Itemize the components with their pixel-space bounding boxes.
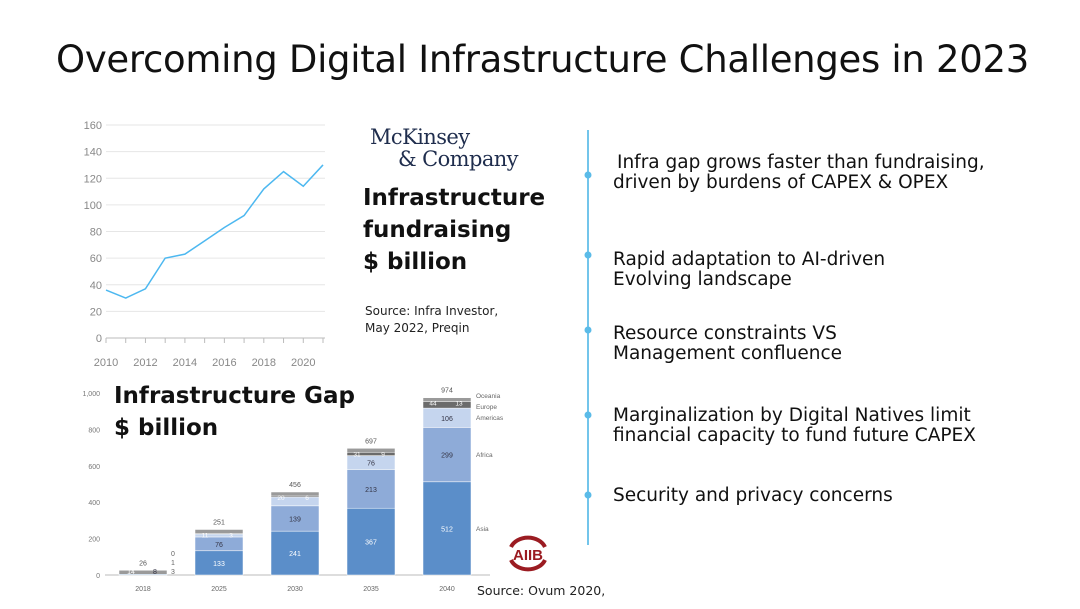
bar-value-label: 8: [153, 569, 157, 576]
mckinsey-logo: McKinsey & Company: [370, 125, 519, 171]
bar-segment-africa: [270, 505, 320, 532]
bar-value-label: 11: [202, 533, 209, 540]
bar-value-label: 6: [305, 495, 309, 502]
bar-value-label: 13: [455, 401, 463, 408]
gap-source: Source: Ovum 2020,: [477, 583, 606, 598]
bar-value-label: 3: [171, 569, 175, 576]
x-tick-label: 2035: [363, 586, 379, 593]
x-tick-label: 2018: [135, 586, 151, 593]
gap-heading: Infrastructure Gap $ billion: [114, 383, 356, 441]
bar-value-label: 512: [441, 526, 453, 533]
bar-segment-asia: [346, 507, 396, 576]
bar-total-label: 974: [441, 388, 453, 395]
x-tick-label: 2018: [252, 357, 276, 369]
legend-label: Europe: [476, 404, 497, 411]
legend-label: Americas: [476, 415, 504, 422]
fundraising-line: [105, 164, 324, 299]
bullet-item: Resource constraints VS Management conflu…: [613, 323, 843, 364]
bar-segment-asia: [194, 550, 244, 576]
y-tick-label: 120: [84, 173, 102, 185]
bar-segment-africa: [422, 427, 472, 483]
y-tick-label: 20: [90, 306, 102, 318]
bar-total-label: 456: [289, 482, 301, 489]
x-tick-label: 2025: [211, 586, 227, 593]
y-tick-label: 100: [84, 200, 102, 212]
y-tick-label: 60: [90, 253, 102, 265]
x-tick-label: 2020: [291, 357, 315, 369]
bar-value-label: 1: [171, 560, 175, 567]
bar-segment-oceania: [194, 529, 244, 534]
bar-segment-oceania: [270, 491, 320, 497]
x-tick-label: 2012: [133, 357, 157, 369]
y-tick-label: 160: [84, 120, 102, 132]
y-tick-label: 400: [88, 500, 100, 507]
legend-label: Oceania: [476, 393, 501, 400]
timeline-dot: [584, 491, 592, 499]
bar-value-label: 44: [429, 401, 437, 408]
timeline-dot: [584, 251, 592, 259]
bar-value-label: 241: [289, 551, 301, 558]
y-tick-label: 40: [90, 280, 102, 292]
x-tick-label: 2014: [173, 357, 197, 369]
y-tick-label: 0: [96, 573, 100, 580]
bar-segment-oceania: [346, 448, 396, 453]
bar-total-label: 697: [365, 438, 377, 445]
bar-value-label: 76: [215, 542, 223, 549]
bar-value-label: 139: [289, 516, 301, 523]
bar-value-label: 31: [353, 451, 361, 458]
x-tick-label: 2010: [94, 357, 118, 369]
y-tick-label: 600: [88, 464, 100, 471]
x-tick-label: 2030: [287, 586, 303, 593]
bar-value-label: 133: [213, 561, 225, 568]
x-tick-label: 2016: [212, 357, 236, 369]
y-tick-label: 200: [88, 537, 100, 544]
timeline-dot: [584, 411, 592, 419]
y-tick-label: 1,000: [82, 391, 100, 398]
bar-value-label: 299: [441, 453, 453, 460]
bar-segment-asia: [422, 481, 472, 576]
bar-segment-asia: [270, 530, 320, 576]
bar-value-label: 76: [367, 461, 375, 468]
bar-total-label: 251: [213, 520, 225, 527]
bar-segment-oceania: [118, 570, 168, 575]
y-tick-label: 80: [90, 227, 102, 239]
bar-segment-africa: [346, 469, 396, 509]
bar-total-label: 26: [139, 560, 147, 567]
bar-segment-oceania: [422, 397, 472, 402]
bar-value-label: 14: [127, 569, 135, 576]
bar-value-label: 0: [171, 551, 175, 558]
legend-label: Asia: [476, 526, 489, 533]
bullet-item: Security and privacy concerns: [613, 485, 893, 506]
fundraising-source: Source: Infra Investor, May 2022, Preqin: [365, 304, 499, 335]
slide-title: Overcoming Digital Infrastructure Challe…: [56, 38, 1029, 81]
bar-value-label: 3: [229, 533, 233, 540]
bar-value-label: 213: [365, 487, 377, 494]
bullet-item: Infra gap grows faster than fundraising,…: [613, 152, 985, 193]
svg-text:AIIB: AIIB: [513, 547, 543, 564]
bar-value-label: 367: [365, 540, 377, 547]
bar-value-label: 20: [277, 495, 285, 502]
y-tick-label: 140: [84, 147, 102, 159]
timeline-dot: [584, 326, 592, 334]
x-tick-label: 2040: [439, 586, 455, 593]
timeline-dot: [584, 171, 592, 179]
fundraising-heading: Infrastructure fundraising $ billion: [363, 185, 546, 275]
bar-value-label: 106: [441, 416, 453, 423]
y-tick-label: 800: [88, 427, 100, 434]
aiib-logo: AIIB: [505, 533, 551, 577]
bar-value-label: 9: [381, 451, 385, 458]
legend-label: Africa: [476, 452, 493, 459]
bullet-item: Marginalization by Digital Natives limit…: [613, 405, 976, 446]
bullet-item: Rapid adaptation to AI-driven Evolving la…: [613, 249, 886, 290]
y-tick-label: 0: [96, 333, 102, 345]
